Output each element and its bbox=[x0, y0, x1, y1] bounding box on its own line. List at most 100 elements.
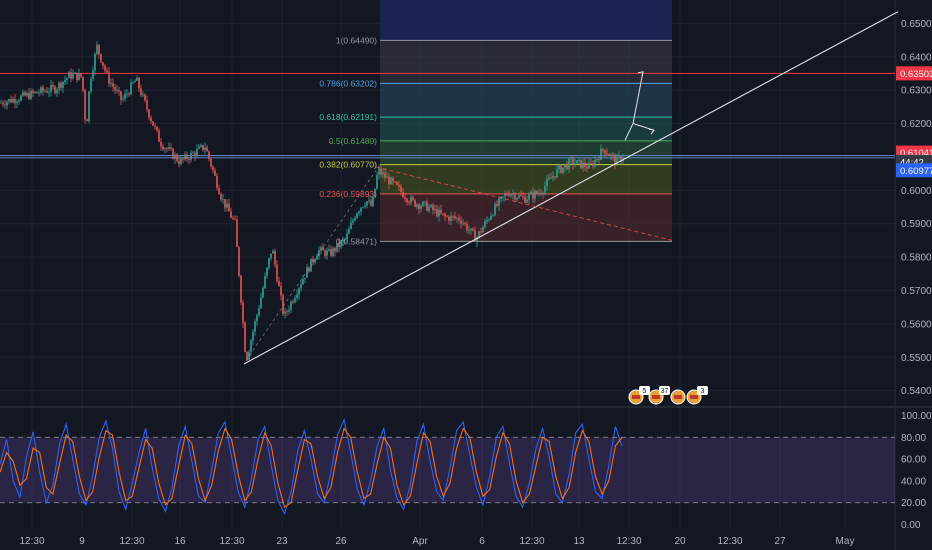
candle-body bbox=[604, 150, 606, 154]
candle-body bbox=[552, 176, 554, 179]
candle-body bbox=[446, 216, 448, 218]
candle-body bbox=[88, 91, 90, 122]
price-badge[interactable] bbox=[896, 163, 932, 178]
time-axis[interactable]: 12:30 9 12:30 16 12:30 23 26 Apr 6 12:30 13 12:30 20… bbox=[19, 536, 854, 547]
horizontal-lines[interactable] bbox=[0, 72, 895, 159]
candle-body bbox=[440, 209, 442, 214]
candle-body bbox=[524, 197, 526, 203]
candle-body bbox=[408, 201, 410, 203]
candle-body bbox=[166, 148, 168, 150]
candle-body bbox=[82, 76, 84, 91]
candle-body bbox=[154, 125, 156, 127]
time-tick-label: 16 bbox=[174, 536, 186, 547]
candle-body bbox=[566, 164, 568, 170]
candle-body bbox=[576, 160, 578, 164]
arrow-up-head bbox=[637, 71, 644, 77]
candle-body bbox=[298, 288, 300, 295]
candle-body bbox=[592, 163, 594, 167]
candle-body bbox=[182, 158, 184, 160]
candle-body bbox=[442, 213, 444, 215]
candle-body bbox=[334, 248, 336, 252]
candle-body bbox=[110, 83, 112, 85]
stoch-d-line bbox=[0, 427, 623, 508]
candle-body bbox=[314, 259, 316, 263]
candle-body bbox=[308, 267, 310, 272]
candle-body bbox=[400, 186, 402, 192]
candle-body bbox=[78, 73, 80, 81]
price-axis[interactable]: 0.650000.640000.630000.620000.610000.600… bbox=[896, 19, 932, 531]
flag-stripe bbox=[652, 395, 660, 399]
stoch-tick-label: 40.00 bbox=[901, 476, 926, 487]
candle-body bbox=[244, 322, 246, 352]
candle-body bbox=[418, 204, 420, 209]
dashed-projection-line[interactable] bbox=[375, 166, 673, 241]
candle-body bbox=[146, 100, 148, 110]
candle-body bbox=[90, 79, 92, 92]
candle-body bbox=[224, 198, 226, 208]
candle-body bbox=[322, 247, 324, 251]
candle-body bbox=[542, 192, 544, 195]
candle-body bbox=[136, 77, 138, 81]
candle-body bbox=[278, 280, 280, 287]
time-tick-label: 26 bbox=[335, 536, 347, 547]
candle-body bbox=[0, 102, 2, 104]
event-count-label: 5 bbox=[643, 388, 647, 395]
candle-body bbox=[26, 92, 28, 96]
candle-body bbox=[596, 159, 598, 160]
candle-body bbox=[16, 101, 18, 104]
candle-body bbox=[28, 92, 30, 99]
candle-body bbox=[84, 90, 86, 120]
candle-body bbox=[424, 201, 426, 203]
candle-body bbox=[282, 295, 284, 314]
candle-body bbox=[462, 223, 464, 225]
fib-band bbox=[380, 83, 672, 118]
candle-body bbox=[558, 165, 560, 169]
candle-body bbox=[188, 159, 190, 160]
candle-body bbox=[508, 194, 510, 197]
fib-level-label: 0.5(0.61480) bbox=[329, 136, 377, 146]
candle-body bbox=[102, 62, 104, 66]
candle-body bbox=[506, 194, 508, 195]
candle-body bbox=[518, 195, 520, 199]
candle-body bbox=[302, 279, 304, 285]
time-tick-label: 13 bbox=[573, 536, 585, 547]
time-tick-label: 20 bbox=[674, 536, 686, 547]
stoch-k-line bbox=[0, 417, 623, 516]
fib-band bbox=[380, 117, 672, 141]
drawings-layer[interactable] bbox=[243, 11, 899, 365]
fibonacci-retracement[interactable]: 1(0.64490) 0.786(0.63202) 0.618(0.62191) 0.… bbox=[319, 0, 672, 246]
event-count-label: 37 bbox=[661, 388, 669, 395]
candle-body bbox=[130, 82, 132, 95]
price-badge[interactable] bbox=[896, 66, 932, 81]
fib-anchor-line[interactable] bbox=[245, 170, 377, 361]
time-tick-label: 12:30 bbox=[616, 536, 641, 547]
candle-body bbox=[12, 98, 14, 103]
fib-level-label: 0.786(0.63202) bbox=[319, 78, 377, 88]
candle-body bbox=[266, 267, 268, 277]
candle-body bbox=[186, 154, 188, 160]
candle-body bbox=[382, 172, 384, 175]
candle-body bbox=[616, 156, 618, 165]
candle-body bbox=[162, 146, 164, 150]
candle-body bbox=[234, 218, 236, 220]
candle-body bbox=[276, 264, 278, 281]
candle-body bbox=[2, 102, 4, 105]
candle-body bbox=[296, 294, 298, 299]
candle-body bbox=[172, 148, 174, 159]
candlestick-series bbox=[0, 41, 624, 362]
trendline[interactable] bbox=[243, 11, 899, 365]
candle-body bbox=[590, 162, 592, 164]
event-badges[interactable]: 5 37 3 bbox=[628, 386, 708, 405]
candle-body bbox=[430, 204, 432, 207]
candle-body bbox=[300, 284, 302, 289]
candle-body bbox=[76, 72, 78, 81]
candle-body bbox=[336, 242, 338, 252]
candle-body bbox=[40, 87, 42, 93]
candle-body bbox=[394, 181, 396, 183]
candle-body bbox=[6, 101, 8, 106]
